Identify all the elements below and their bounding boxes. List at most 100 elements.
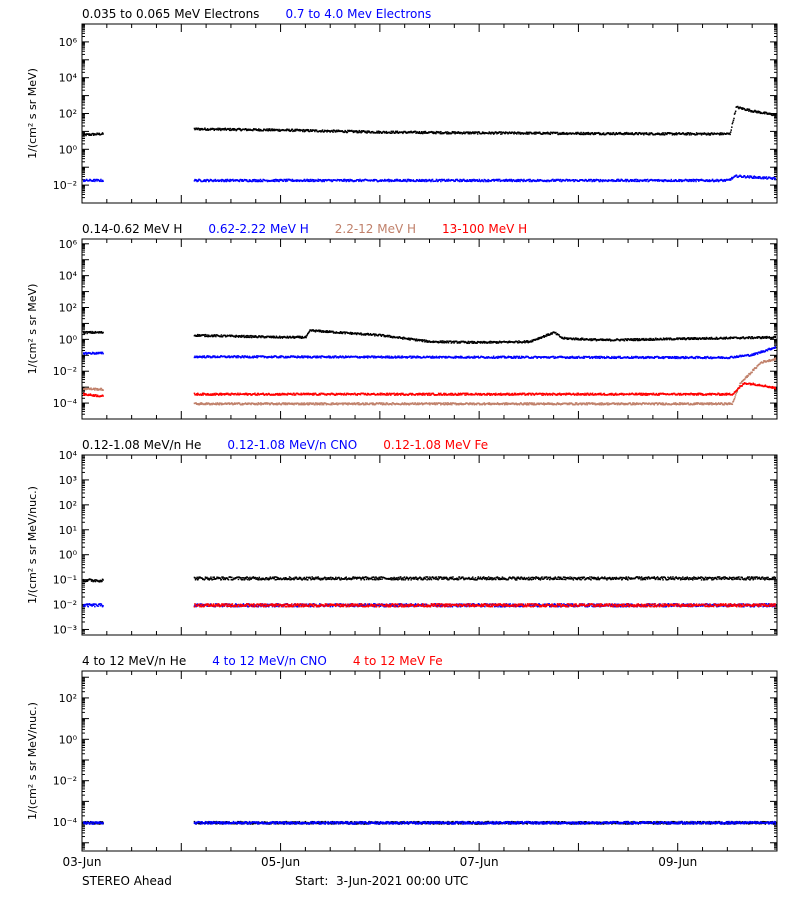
data-point	[628, 356, 630, 359]
data-point	[435, 355, 438, 358]
data-point	[731, 126, 733, 128]
data-point	[206, 403, 209, 405]
data-point	[200, 355, 203, 358]
data-point	[522, 133, 525, 135]
data-point	[721, 357, 724, 360]
data-point	[407, 337, 410, 339]
data-point	[772, 337, 774, 339]
data-point	[504, 180, 507, 182]
data-point	[97, 331, 99, 333]
data-point	[277, 179, 279, 181]
data-point	[447, 178, 450, 181]
data-point	[209, 129, 212, 131]
data-point	[761, 335, 764, 338]
data-point	[552, 178, 554, 181]
data-point	[530, 131, 532, 134]
data-point	[762, 177, 765, 180]
data-point	[514, 357, 517, 359]
data-point	[481, 132, 483, 135]
data-point	[291, 178, 294, 181]
data-point	[402, 178, 405, 181]
data-point	[720, 357, 722, 359]
data-point	[316, 356, 318, 359]
data-point	[566, 337, 568, 339]
data-point	[390, 179, 392, 181]
data-point	[556, 356, 558, 359]
data-point	[624, 132, 626, 134]
data-point	[492, 341, 494, 344]
data-point	[764, 350, 767, 353]
data-point	[712, 179, 714, 182]
data-point	[641, 337, 643, 340]
data-point	[503, 357, 506, 359]
data-point	[733, 117, 735, 120]
data-point	[769, 348, 772, 351]
data-point	[506, 131, 509, 134]
data-point	[292, 130, 294, 133]
data-point	[588, 178, 591, 181]
data-point	[312, 180, 314, 183]
data-point	[701, 337, 704, 339]
data-point	[602, 132, 605, 134]
data-point	[668, 357, 671, 359]
data-point	[372, 356, 375, 359]
data-point	[224, 334, 226, 337]
data-point	[459, 355, 462, 358]
data-point	[651, 133, 654, 135]
data-point	[563, 133, 565, 135]
data-point	[500, 133, 502, 135]
data-point	[470, 340, 473, 343]
data-point	[661, 180, 664, 183]
data-point	[530, 356, 533, 358]
data-point	[198, 355, 201, 358]
data-point	[636, 356, 639, 358]
data-point	[202, 355, 204, 358]
data-point	[525, 341, 527, 343]
data-point	[645, 132, 648, 134]
data-point	[314, 355, 316, 358]
data-point	[756, 337, 759, 339]
data-point	[253, 336, 255, 338]
data-point	[232, 127, 235, 130]
data-point	[331, 130, 334, 133]
data-point	[508, 178, 511, 181]
data-point	[409, 339, 411, 341]
data-point	[272, 336, 275, 339]
data-point	[545, 333, 548, 336]
data-point	[542, 131, 544, 134]
data-point	[449, 179, 452, 182]
data-point	[520, 355, 523, 358]
data-point	[95, 133, 98, 136]
data-point	[325, 356, 328, 359]
data-point	[304, 355, 306, 357]
data-point	[525, 340, 528, 342]
data-point	[618, 133, 621, 135]
data-point	[412, 179, 415, 181]
data-point	[492, 355, 495, 358]
data-point	[721, 179, 724, 181]
data-point	[371, 355, 374, 357]
data-point	[615, 357, 618, 360]
data-point	[401, 131, 404, 134]
data-point	[308, 330, 311, 333]
data-point	[268, 129, 270, 132]
data-point	[85, 351, 87, 354]
data-point	[711, 337, 713, 339]
data-point	[759, 351, 762, 354]
data-point	[94, 330, 97, 333]
data-point	[420, 132, 422, 135]
data-point	[513, 341, 516, 344]
data-point	[427, 179, 430, 182]
data-point	[731, 176, 733, 179]
data-point	[290, 129, 292, 132]
data-point	[491, 340, 493, 343]
data-point	[420, 180, 423, 183]
data-point	[607, 132, 609, 134]
data-point	[229, 180, 232, 182]
data-point	[292, 335, 294, 338]
data-point	[564, 179, 567, 182]
data-point	[308, 178, 310, 181]
data-point	[393, 179, 396, 181]
data-point	[545, 179, 548, 182]
data-point	[535, 356, 538, 358]
